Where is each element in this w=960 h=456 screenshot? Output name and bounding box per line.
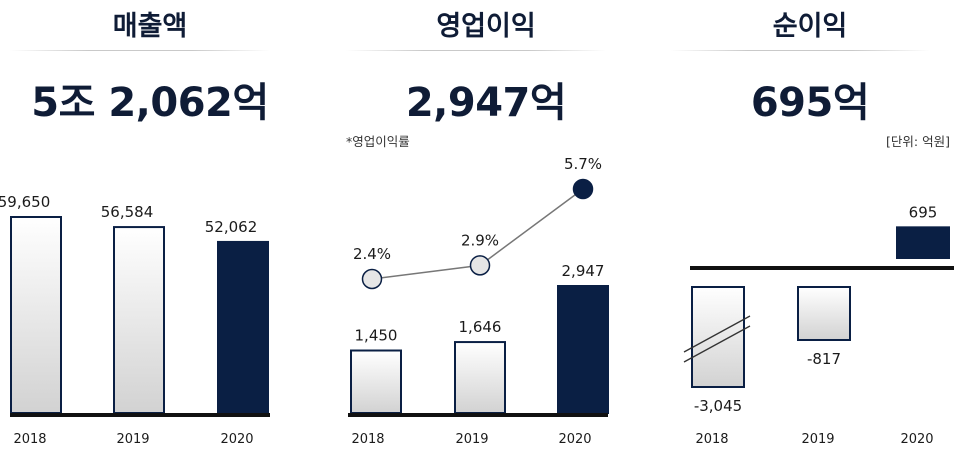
axis-break-mark [683, 315, 751, 353]
year-tick-label: 2018 [351, 432, 384, 447]
year-tick-label: 2020 [900, 432, 933, 447]
operating-margin-note: *영업이익률 [346, 134, 410, 149]
title-divider [10, 50, 270, 51]
value-label: -3,045 [694, 397, 742, 415]
net-income-title: 순이익 [772, 11, 848, 42]
bar [350, 349, 402, 414]
baseline [10, 413, 270, 417]
bar [217, 240, 269, 414]
margin-point [361, 268, 383, 290]
bar [691, 286, 745, 388]
margin-point [572, 178, 594, 200]
title-divider [670, 50, 930, 51]
year-tick-label: 2018 [695, 432, 728, 447]
value-label: 1,450 [355, 327, 398, 345]
margin-label: 5.7% [564, 155, 602, 173]
year-tick-label: 2019 [455, 432, 488, 447]
margin-point [469, 255, 491, 276]
bar [10, 216, 62, 414]
value-label: 52,062 [205, 218, 258, 236]
bar [454, 341, 506, 414]
year-tick-label: 2020 [558, 432, 591, 447]
value-label: 695 [909, 203, 938, 221]
bar [557, 285, 609, 414]
baseline [348, 413, 608, 417]
net-income-chart: -3,045 2018 -817 2019 695 2020 [683, 203, 954, 447]
revenue-bar-chart: 59,650 2018 56,584 2019 52,062 2020 [0, 193, 270, 447]
margin-label: 2.9% [461, 231, 499, 249]
value-label: 1,646 [459, 318, 502, 336]
zero-axis [690, 266, 954, 270]
value-label: 2,947 [562, 262, 605, 280]
bar [797, 286, 851, 341]
axis-break-mark [683, 325, 751, 363]
title-divider [346, 50, 606, 51]
year-tick-label: 2019 [116, 432, 149, 447]
operating-profit-headline: 2,947억 [405, 80, 567, 126]
year-tick-label: 2018 [13, 432, 46, 447]
bar [896, 226, 950, 259]
value-label: 59,650 [0, 193, 50, 211]
bar [113, 226, 165, 414]
value-label: 56,584 [101, 203, 154, 221]
revenue-title: 매출액 [112, 11, 188, 42]
margin-label: 2.4% [353, 245, 391, 263]
revenue-panel: 매출액 5조 2,062억 59,650 2018 56,584 2019 52,062… [0, 0, 300, 456]
value-label: -817 [807, 350, 841, 368]
net-income-panel: 순이익 695억 [단위: 억원] -3,045 2018 -817 2019 695 2… [660, 0, 960, 456]
operating-profit-panel: 영업이익 2,947억 *영업이익률 1,450 2018 1,646 2019 2,9… [336, 0, 636, 456]
year-tick-label: 2020 [220, 432, 253, 447]
operating-profit-title: 영업이익 [436, 11, 536, 42]
unit-note: [단위: 억원] [886, 134, 950, 149]
year-tick-label: 2019 [801, 432, 834, 447]
operating-profit-chart: 1,450 2018 1,646 2019 2,947 2020 2.4% 2.9% 5.7% [348, 155, 609, 447]
revenue-headline: 5조 2,062억 [31, 80, 269, 126]
net-income-headline: 695억 [750, 80, 870, 126]
